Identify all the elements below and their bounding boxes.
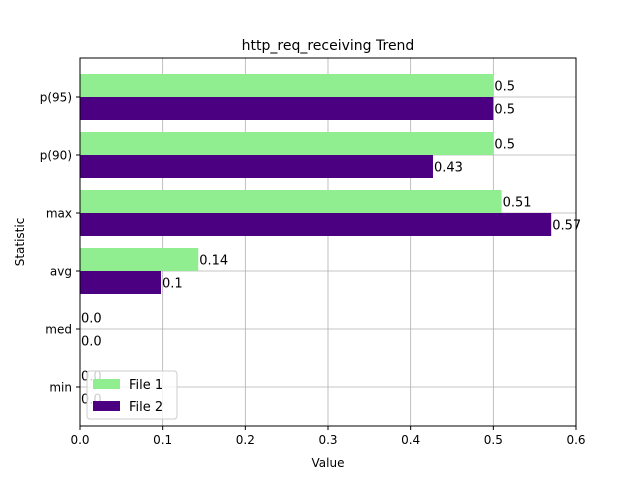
- y-tick-label: max: [46, 207, 72, 221]
- legend-swatch: [93, 379, 120, 389]
- x-tick-label: 0.5: [484, 433, 503, 447]
- data-label: 0.57: [552, 219, 581, 234]
- data-label: 0.5: [494, 80, 515, 95]
- x-axis-label: Value: [312, 456, 345, 470]
- x-tick-label: 0.6: [566, 433, 585, 447]
- bar-file-1: [80, 190, 502, 213]
- legend-label: File 2: [129, 400, 163, 415]
- x-tick-label: 0.0: [70, 433, 89, 447]
- legend-swatch: [93, 401, 120, 411]
- y-tick-label: p(95): [40, 91, 72, 105]
- bar-file-2: [80, 271, 162, 294]
- legend-label: File 1: [129, 378, 163, 393]
- y-axis-label: Statistic: [13, 218, 27, 267]
- y-tick-label: avg: [50, 265, 72, 279]
- x-tick-label: 0.1: [153, 433, 172, 447]
- data-label: 0.0: [81, 312, 102, 327]
- y-tick-label: min: [49, 381, 72, 395]
- x-tick-label: 0.2: [236, 433, 255, 447]
- data-label: 0.5: [494, 138, 515, 153]
- bar-file-1: [80, 248, 199, 271]
- data-label: 0.51: [503, 196, 532, 211]
- data-label: 0.14: [199, 254, 228, 269]
- data-label: 0.5: [494, 103, 515, 118]
- x-tick-label: 0.3: [318, 433, 337, 447]
- axes: 0.0 0.1 0.2 0.3 0.4 0.5 0.6 min med avg max p(90) p(…: [40, 91, 586, 448]
- bar-file-2: [80, 213, 552, 236]
- y-tick-label: med: [45, 323, 72, 337]
- bar-file-1: [80, 132, 494, 155]
- x-tick-label: 0.4: [401, 433, 420, 447]
- bar-file-2: [80, 155, 433, 178]
- chart-title: http_req_receiving Trend: [242, 38, 415, 54]
- data-label: 0.1: [162, 277, 183, 292]
- data-label: 0.0: [81, 335, 102, 350]
- y-tick-label: p(90): [40, 149, 72, 163]
- bar-file-1: [80, 74, 494, 97]
- bars: [80, 74, 552, 294]
- bar-file-2: [80, 97, 494, 120]
- legend: File 1 File 2: [86, 370, 178, 420]
- data-label: 0.43: [434, 161, 463, 176]
